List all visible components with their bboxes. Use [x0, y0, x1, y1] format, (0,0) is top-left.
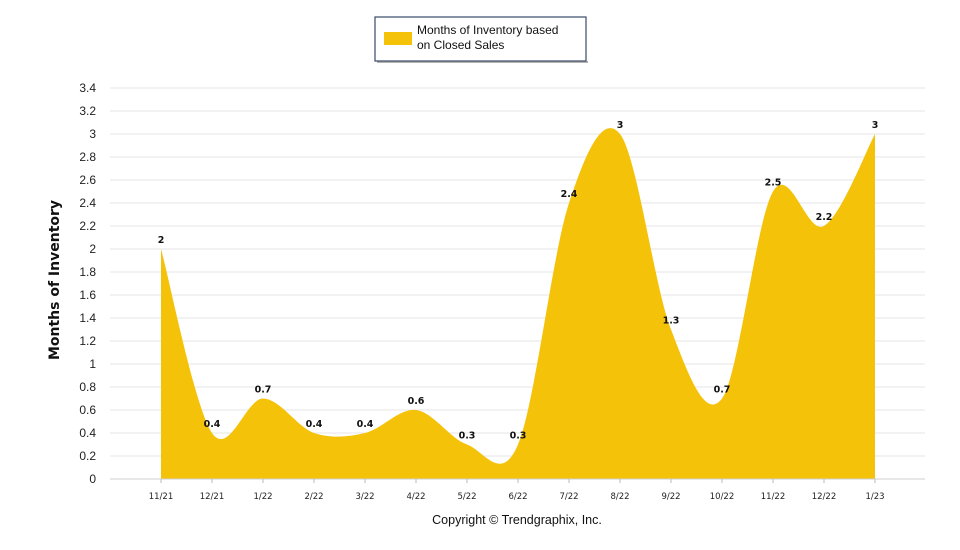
- x-tick-label: 1/23: [865, 492, 884, 502]
- data-label: 2.5: [765, 178, 782, 189]
- y-tick-label: 2.6: [79, 173, 96, 187]
- x-tick-label: 5/22: [457, 492, 476, 502]
- x-tick-label: 4/22: [406, 492, 425, 502]
- y-tick-label: 2: [89, 242, 96, 256]
- x-tick-label: 1/22: [253, 492, 272, 502]
- y-tick-label: 3: [89, 127, 96, 141]
- y-tick-label: 0.4: [79, 426, 96, 440]
- area-fill: [161, 128, 875, 479]
- y-tick-label: 1: [89, 357, 96, 371]
- x-tick-label: 9/22: [661, 492, 680, 502]
- data-label: 3: [872, 120, 879, 131]
- y-tick-label: 0: [89, 472, 96, 486]
- x-tick-label: 6/22: [508, 492, 527, 502]
- legend-label-line1: Months of Inventory based: [417, 23, 558, 37]
- y-tick-label: 0.6: [79, 403, 96, 417]
- y-tick-label: 1.8: [79, 265, 96, 279]
- y-tick-label: 2.8: [79, 150, 96, 164]
- y-tick-label: 3.2: [79, 104, 96, 118]
- data-labels: 2 0.4 0.7 0.4 0.4 0.6 0.3 0.3 2.4 3 1.3 0.7 2.5 2.2 3: [158, 120, 879, 442]
- legend: Months of Inventory based on Closed Sale…: [374, 16, 588, 63]
- data-label: 0.7: [255, 385, 272, 396]
- y-tick-label: 1.6: [79, 288, 96, 302]
- y-tick-label: 1.4: [79, 311, 96, 325]
- y-axis-ticks: 0 0.2 0.4 0.6 0.8 1 1.2 1.4 1.6 1.8 2 2.2 2.4 2.6 2.8 3…: [79, 81, 96, 486]
- data-label: 0.4: [357, 419, 374, 430]
- data-label: 0.7: [714, 385, 731, 396]
- x-tick-label: 8/22: [610, 492, 629, 502]
- x-tick-label: 12/22: [812, 492, 837, 502]
- x-axis-ticks: 11/21 12/21 1/22 2/22 3/22 4/22 5/22 6/22 7/22 8/…: [149, 479, 885, 502]
- x-tick-label: 11/22: [761, 492, 786, 502]
- data-label: 2.2: [816, 212, 833, 223]
- data-label: 2.4: [561, 189, 578, 200]
- data-label: 3: [617, 120, 624, 131]
- y-axis-title: Months of Inventory: [47, 200, 63, 360]
- x-tick-label: 11/21: [149, 492, 174, 502]
- legend-label-line2: on Closed Sales: [417, 38, 504, 52]
- data-label: 1.3: [663, 316, 680, 327]
- data-label: 0.3: [510, 431, 527, 442]
- data-label: 0.4: [306, 419, 323, 430]
- x-tick-label: 3/22: [355, 492, 374, 502]
- data-label: 0.3: [459, 431, 476, 442]
- copyright-text: Copyright © Trendgraphix, Inc.: [432, 513, 602, 527]
- y-tick-label: 2.2: [79, 219, 96, 233]
- y-tick-label: 1.2: [79, 334, 96, 348]
- x-tick-label: 7/22: [559, 492, 578, 502]
- legend-swatch: [384, 32, 412, 45]
- y-tick-label: 3.4: [79, 81, 96, 95]
- area-series: [161, 128, 875, 479]
- y-tick-label: 2.4: [79, 196, 96, 210]
- data-label: 2: [158, 235, 165, 246]
- data-label: 0.4: [204, 419, 221, 430]
- y-tick-label: 0.2: [79, 449, 96, 463]
- data-label: 0.6: [408, 396, 425, 407]
- y-tick-label: 0.8: [79, 380, 96, 394]
- x-tick-label: 2/22: [304, 492, 323, 502]
- x-tick-label: 10/22: [710, 492, 735, 502]
- x-tick-label: 12/21: [200, 492, 225, 502]
